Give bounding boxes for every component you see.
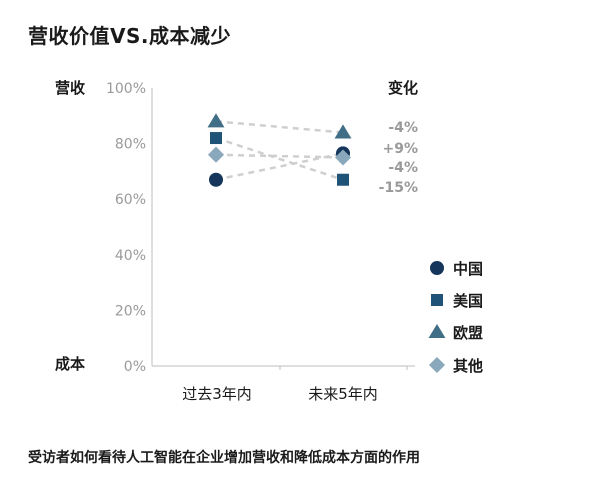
slope-line: [215, 136, 344, 181]
change-label: +9%: [383, 141, 419, 157]
legend-label: 欧盟: [453, 324, 483, 342]
y-tick-label: 0%: [124, 359, 146, 375]
x-category-label: 过去3年内: [182, 385, 252, 403]
data-point: [337, 173, 349, 186]
y-tick-label: 100%: [106, 81, 146, 97]
legend-label: 中国: [453, 260, 483, 278]
data-point: [334, 124, 352, 139]
legend-marker: [430, 261, 444, 275]
chart-caption: 受访者如何看待人工智能在企业增加营收和降低成本方面的作用: [28, 450, 420, 466]
y-top-label: 营收: [55, 79, 85, 97]
data-point: [207, 146, 225, 163]
change-header: 变化: [388, 79, 418, 97]
y-bottom-label: 成本: [55, 355, 85, 373]
x-category-label: 未来5年内: [308, 385, 378, 403]
change-label: -15%: [379, 180, 418, 196]
y-tick-label: 40%: [115, 248, 146, 264]
data-point: [207, 113, 225, 128]
chart-title: 营收价值VS.成本减少: [28, 24, 231, 48]
change-label: -4%: [388, 120, 418, 136]
legend-marker: [431, 294, 443, 306]
legend-marker: [428, 356, 446, 374]
legend-label: 美国: [453, 292, 483, 310]
slope-line: [215, 120, 344, 134]
legend-label: 其他: [453, 357, 483, 375]
y-tick-label: 60%: [115, 192, 146, 208]
legend-marker: [428, 323, 446, 339]
data-point: [334, 149, 352, 166]
data-point: [210, 132, 222, 145]
y-tick-label: 80%: [115, 137, 146, 153]
change-label: -4%: [388, 160, 418, 176]
y-tick-label: 20%: [115, 303, 146, 319]
data-point: [209, 172, 223, 187]
slope-line: [215, 152, 344, 181]
